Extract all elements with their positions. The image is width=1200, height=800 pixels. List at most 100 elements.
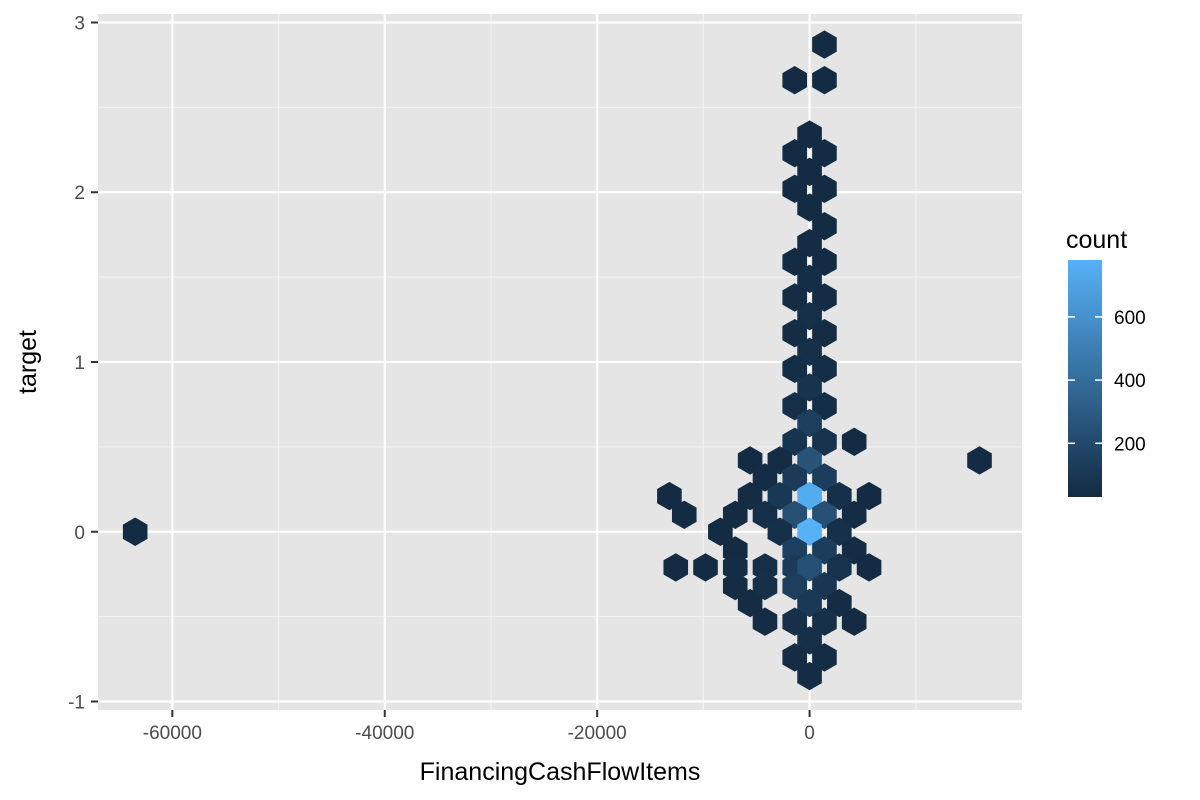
hex-bin xyxy=(797,481,822,511)
hex-bin xyxy=(797,157,822,187)
legend-colorbar xyxy=(1068,260,1102,497)
hex-bin xyxy=(812,174,837,204)
hex-bin xyxy=(708,517,733,546)
hex-bin xyxy=(782,607,808,636)
hex-bin xyxy=(812,500,837,529)
hex-bin xyxy=(752,500,778,529)
y-tick-label: 0 xyxy=(74,523,85,544)
hex-bin xyxy=(752,553,778,582)
hex-bin xyxy=(812,212,837,241)
hex-bin xyxy=(782,427,808,456)
hex-bin xyxy=(812,66,837,95)
hex-bin xyxy=(782,354,808,383)
hex-bin xyxy=(767,517,793,546)
hex-bin xyxy=(967,446,992,475)
hex-bin xyxy=(797,228,822,258)
x-tick-label: -40000 xyxy=(355,723,414,744)
hex-bin xyxy=(782,247,808,277)
hex-bin xyxy=(812,427,837,456)
legend-title: count xyxy=(1066,226,1127,254)
y-tick-label: 1 xyxy=(74,353,85,374)
hex-bin xyxy=(752,463,778,492)
hex-bin xyxy=(752,607,778,636)
hex-bin xyxy=(812,571,837,601)
hex-bin xyxy=(812,463,837,492)
hex-bin xyxy=(767,481,793,511)
hex-bin xyxy=(856,481,882,511)
hex-bin xyxy=(797,301,822,331)
hex-bins xyxy=(122,30,992,691)
hex-bin xyxy=(812,283,837,312)
hex-bin xyxy=(812,318,837,348)
hex-bin xyxy=(827,588,852,618)
legend-tick-label: 400 xyxy=(1114,371,1146,392)
legend: count 200 400 600 xyxy=(1066,226,1146,497)
hex-bin xyxy=(812,354,837,383)
x-tick-label: -60000 xyxy=(143,723,202,744)
y-tick-label: 2 xyxy=(74,183,85,204)
hex-bin xyxy=(812,247,837,277)
hex-bin xyxy=(782,66,808,95)
hex-bin xyxy=(722,500,748,529)
hex-bin xyxy=(841,427,867,456)
hex-bin xyxy=(657,481,682,511)
hex-bin xyxy=(122,517,148,546)
hex-bin xyxy=(693,553,718,582)
legend-tick-label: 600 xyxy=(1114,308,1146,329)
hex-bin xyxy=(782,463,808,492)
hex-bin xyxy=(737,481,763,511)
x-axis-title: FinancingCashFlowItems xyxy=(420,758,701,786)
x-tick-label: 0 xyxy=(804,723,815,744)
hex-bin xyxy=(752,571,778,601)
hex-bin xyxy=(797,373,822,402)
y-axis-title: target xyxy=(14,330,42,394)
legend-tick-label: 200 xyxy=(1114,434,1146,455)
hex-bin xyxy=(722,571,748,601)
hex-bin xyxy=(782,283,808,312)
hex-bin xyxy=(797,626,822,655)
hex-bin xyxy=(671,500,697,529)
x-tick-label: -20000 xyxy=(568,723,627,744)
major-gridlines xyxy=(98,14,1022,710)
hex-bin xyxy=(737,588,763,618)
hex-bin xyxy=(827,553,852,582)
hex-bin xyxy=(782,500,808,529)
hex-bin xyxy=(797,661,822,691)
hex-bin xyxy=(767,446,793,475)
hex-bin xyxy=(797,446,822,475)
hex-bin xyxy=(812,391,837,421)
y-tick-label: -1 xyxy=(68,693,85,714)
hex-bin xyxy=(722,553,748,582)
hex-bin xyxy=(797,408,822,438)
hex-bin xyxy=(797,337,822,367)
hex-bin xyxy=(782,318,808,348)
hex-bin xyxy=(737,446,763,475)
hex-bin xyxy=(782,174,808,204)
hex-bin xyxy=(841,536,867,565)
hex-bin xyxy=(812,536,837,565)
hex-bin xyxy=(797,120,822,149)
hex-bin xyxy=(812,30,837,59)
hex-bin xyxy=(827,481,852,511)
hex-bin xyxy=(812,607,837,636)
x-axis: -60000 -40000 -20000 0 xyxy=(143,710,815,744)
hex-bin xyxy=(782,643,808,672)
hex-bin xyxy=(797,193,822,222)
hex-bin xyxy=(841,500,867,529)
hex-bin xyxy=(812,643,837,672)
hex-bin xyxy=(663,553,689,582)
hex-bin xyxy=(797,264,822,294)
hex-bin xyxy=(827,517,852,546)
hex-bin xyxy=(841,607,867,636)
hex-bin xyxy=(797,553,822,582)
hex-bin xyxy=(782,139,808,168)
hex-bin xyxy=(812,139,837,168)
y-axis: -1 0 1 2 3 xyxy=(68,13,98,714)
hex-bin xyxy=(782,571,808,601)
legend-ticks: 200 400 600 xyxy=(1068,308,1146,455)
y-tick-label: 3 xyxy=(74,13,85,34)
hex-bin xyxy=(782,391,808,421)
hex-bin xyxy=(797,588,822,618)
hex-bin xyxy=(856,553,882,582)
